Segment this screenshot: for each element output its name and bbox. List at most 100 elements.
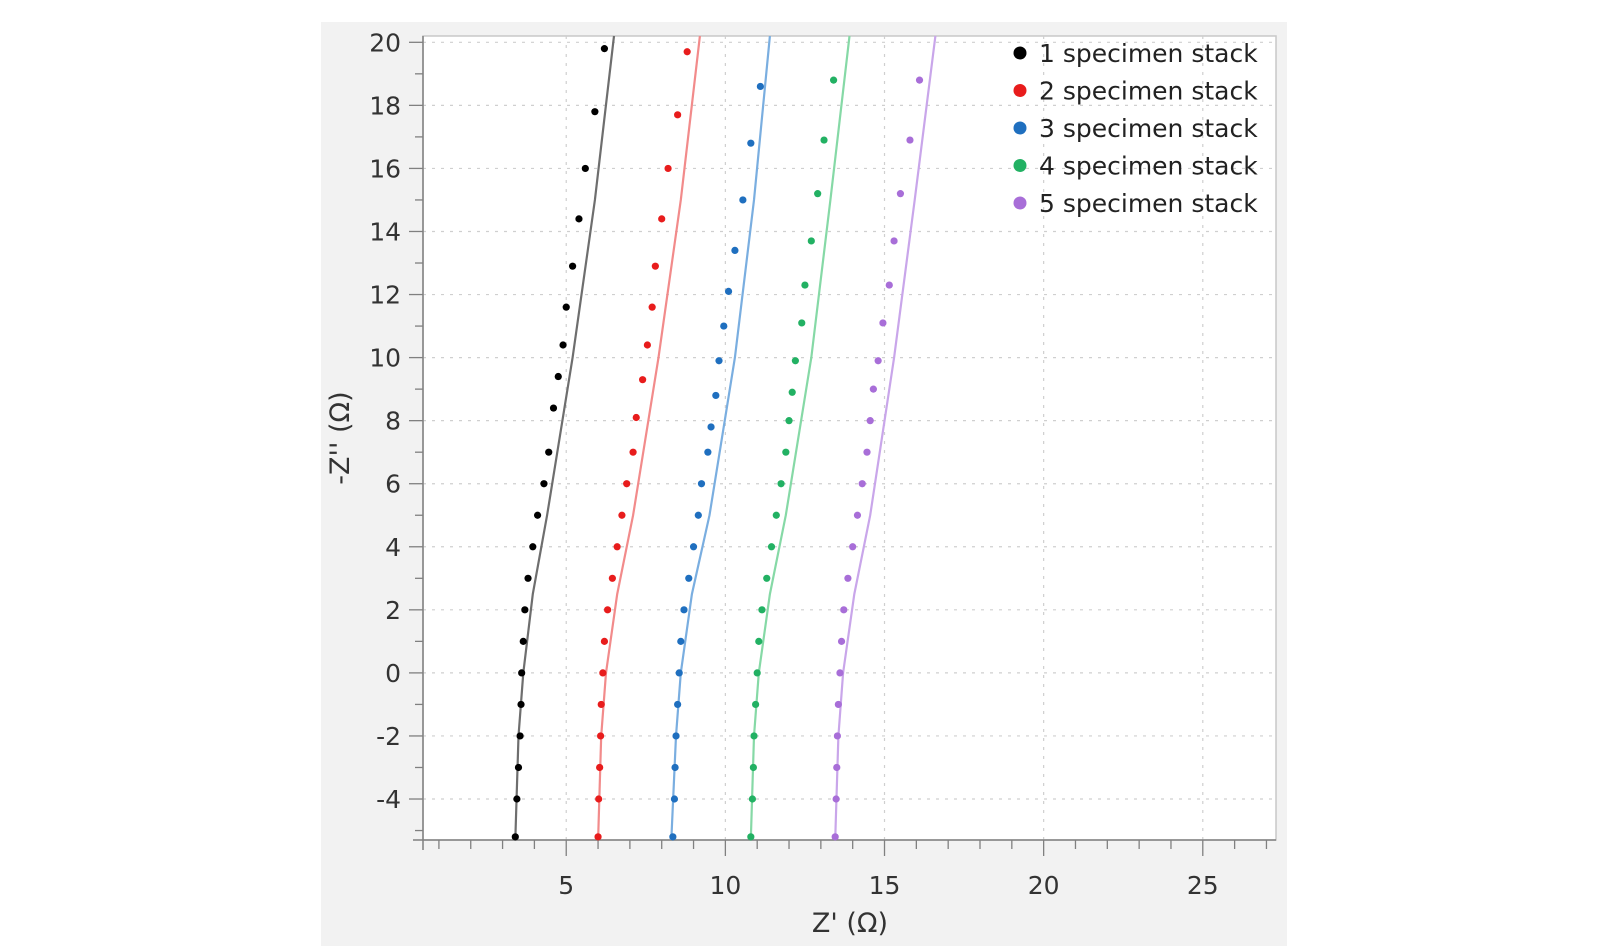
data-point — [581, 164, 589, 173]
data-point — [671, 763, 679, 772]
data-point — [869, 385, 877, 393]
x-tick-label: 10 — [709, 871, 741, 900]
data-point — [832, 795, 840, 803]
data-point — [689, 543, 698, 551]
data-point — [863, 448, 871, 456]
data-point — [814, 190, 822, 198]
series-4 — [747, 35, 851, 841]
y-tick-label: 18 — [369, 91, 401, 120]
data-point — [748, 795, 757, 803]
data-point — [758, 606, 766, 614]
data-point — [777, 480, 785, 488]
fit-line — [514, 35, 616, 841]
data-point — [513, 795, 521, 803]
data-point — [518, 669, 526, 677]
fit-line — [834, 35, 937, 841]
data-point — [549, 404, 558, 412]
y-tick-label: 2 — [385, 596, 401, 625]
data-point — [767, 543, 776, 551]
x-tick-label: 15 — [869, 871, 901, 900]
data-point — [896, 190, 905, 198]
legend-marker — [1013, 196, 1027, 210]
fit-line — [749, 35, 851, 841]
data-point — [568, 262, 577, 270]
data-point — [782, 448, 790, 456]
data-point — [670, 795, 679, 803]
legend-label: 3 specimen stack — [1039, 114, 1258, 143]
legend-label: 2 specimen stack — [1039, 77, 1258, 106]
y-tick-label: -4 — [376, 785, 401, 814]
data-point — [591, 108, 599, 116]
series-3 — [669, 35, 771, 841]
data-point — [833, 732, 842, 740]
data-point — [632, 413, 640, 422]
y-axis-label: -Z'' (Ω) — [325, 391, 356, 484]
y-tick-label: 0 — [385, 659, 401, 688]
data-point — [833, 763, 841, 772]
data-point — [849, 543, 857, 551]
data-point — [712, 391, 720, 400]
data-series — [511, 35, 937, 841]
x-tick-label: 20 — [1028, 871, 1060, 900]
data-point — [595, 795, 603, 803]
data-point — [874, 357, 882, 365]
y-tick-label: 20 — [369, 28, 401, 57]
data-point — [853, 511, 862, 519]
data-point — [788, 388, 796, 396]
data-point — [524, 574, 532, 582]
data-point — [720, 322, 728, 330]
x-tick-label: 5 — [558, 871, 574, 900]
data-point — [575, 215, 583, 223]
data-point — [829, 76, 838, 84]
data-point — [516, 732, 524, 740]
data-point — [836, 669, 844, 677]
data-point — [858, 480, 866, 488]
legend-marker — [1013, 46, 1027, 60]
data-point — [697, 480, 706, 488]
data-point — [755, 637, 763, 645]
data-point — [648, 303, 656, 311]
plot-area — [422, 35, 1277, 841]
data-point — [651, 262, 659, 270]
data-point — [672, 732, 680, 740]
y-tick-label: 6 — [385, 470, 401, 499]
y-tick-label: -2 — [376, 722, 401, 751]
data-point — [707, 423, 715, 431]
data-point — [618, 511, 626, 519]
data-point — [906, 136, 914, 144]
series-2 — [594, 35, 701, 841]
data-point — [533, 511, 542, 519]
y-tick-label: 8 — [385, 407, 401, 436]
data-point — [798, 319, 806, 327]
data-point — [675, 669, 683, 677]
data-point — [519, 637, 527, 645]
data-point — [597, 700, 605, 709]
legend-label: 5 specimen stack — [1039, 189, 1258, 218]
data-point — [623, 480, 631, 488]
legend-label: 4 specimen stack — [1039, 152, 1258, 181]
data-point — [715, 357, 723, 365]
data-point — [915, 76, 924, 84]
data-point — [677, 637, 685, 645]
data-point — [772, 511, 780, 519]
data-point — [844, 574, 852, 582]
data-point — [752, 700, 760, 709]
data-point — [731, 246, 739, 254]
data-point — [890, 237, 898, 245]
legend-label: 1 specimen stack — [1039, 39, 1258, 68]
data-point — [540, 480, 548, 488]
data-point — [724, 287, 733, 295]
y-tick-label: 12 — [369, 281, 401, 310]
data-point — [840, 606, 848, 614]
data-point — [694, 511, 702, 519]
data-point — [791, 357, 799, 365]
x-tick-label: 25 — [1187, 871, 1219, 900]
data-point — [514, 763, 523, 772]
data-point — [834, 700, 842, 709]
data-point — [599, 669, 607, 677]
series-1 — [511, 35, 616, 841]
data-point — [600, 45, 609, 53]
data-point — [747, 139, 755, 147]
